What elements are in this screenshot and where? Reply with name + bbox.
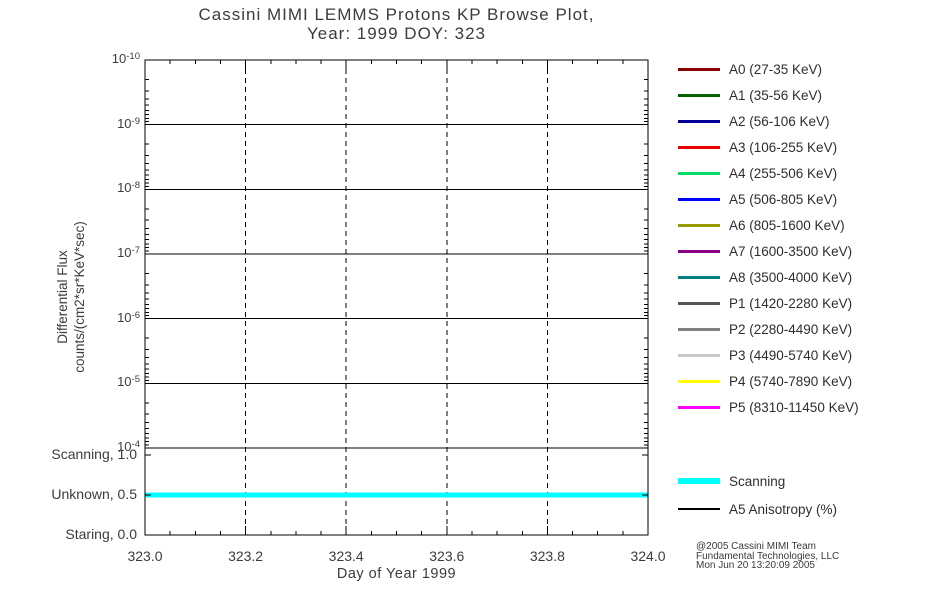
x-tick-label: 324.0: [630, 548, 666, 564]
x-tick-label: 323.0: [127, 548, 163, 564]
y-tick-label: 10-10: [68, 51, 140, 69]
legend-line-swatch: [678, 405, 720, 409]
legend-label: P1 (1420-2280 KeV): [729, 295, 853, 311]
credits: @2005 Cassini MIMI Team Fundamental Tech…: [696, 542, 839, 571]
legend-label: A5 (506-805 KeV): [729, 191, 838, 207]
y-tick-label: 10-9: [68, 116, 140, 134]
y-tick-label: 10-7: [68, 245, 140, 263]
y-tick-exponent: -10: [126, 51, 140, 62]
legend-line-swatch: [678, 223, 720, 227]
legend-label: A1 (35-56 KeV): [729, 87, 823, 103]
y-tick-exponent: -8: [131, 180, 140, 192]
legend-label: A5 Anisotropy (%): [729, 501, 838, 517]
legend-line-swatch: [678, 508, 720, 510]
legend-label: A2 (56-106 KeV): [729, 113, 830, 129]
y-tick-base: 10: [117, 374, 132, 390]
legend-item: A4 (255-506 KeV): [678, 160, 859, 186]
legend-label: P4 (5740-7890 KeV): [729, 373, 853, 389]
legend-label: P2 (2280-4490 KeV): [729, 321, 853, 337]
legend-line-swatch: [678, 249, 720, 253]
legend-item: A5 (506-805 KeV): [678, 186, 859, 212]
x-tick-label: 323.6: [429, 548, 465, 564]
legend-item: Scanning: [678, 467, 837, 495]
y-axis-title-line2: counts/(cm2*sr*KeV*sec): [72, 221, 87, 373]
legend-item: P2 (2280-4490 KeV): [678, 316, 859, 342]
legend-label: Scanning: [729, 473, 786, 489]
x-axis-title: Day of Year 1999: [336, 566, 457, 582]
mode-axis-label: Scanning, 1.0: [51, 446, 137, 462]
legend-label: A4 (255-506 KeV): [729, 165, 838, 181]
legend-line-swatch: [678, 67, 720, 71]
legend-line-swatch: [678, 379, 720, 383]
credits-line1: @2005 Cassini MIMI Team: [696, 541, 817, 552]
mode-axis-label: Unknown, 0.5: [51, 486, 137, 502]
x-tick-label: 323.8: [529, 548, 565, 564]
legend-line-swatch: [678, 301, 720, 305]
mode-legend: Scanning A5 Anisotropy (%): [678, 467, 837, 523]
legend-item: P3 (4490-5740 KeV): [678, 342, 859, 368]
legend-label: A3 (106-255 KeV): [729, 139, 838, 155]
legend-item: P5 (8310-11450 KeV): [678, 394, 859, 420]
legend-line-swatch: [678, 93, 720, 97]
y-tick-label: 10-6: [68, 310, 140, 328]
legend-label: A0 (27-35 KeV): [729, 61, 823, 77]
x-tick-label: 323.4: [328, 548, 364, 564]
legend-line-swatch: [678, 119, 720, 123]
channel-legend: A0 (27-35 KeV) A1 (35-56 KeV) A2 (56-106 K…: [678, 56, 859, 420]
legend-line-swatch: [678, 327, 720, 331]
legend-item: A0 (27-35 KeV): [678, 56, 859, 82]
y-tick-base: 10: [117, 309, 132, 325]
y-tick-exponent: -4: [131, 439, 140, 450]
y-tick-label: 10-5: [68, 374, 140, 392]
legend-item: A8 (3500-4000 KeV): [678, 264, 859, 290]
legend-item: A7 (1600-3500 KeV): [678, 238, 859, 264]
legend-item: A6 (805-1600 KeV): [678, 212, 859, 238]
legend-line-swatch: [678, 478, 720, 484]
legend-label: A8 (3500-4000 KeV): [729, 269, 853, 285]
y-tick-base: 10: [117, 245, 132, 260]
y-tick-exponent: -9: [131, 115, 140, 127]
credits-line3: Mon Jun 20 13:20:09 2005: [696, 560, 815, 571]
legend-item: A3 (106-255 KeV): [678, 134, 859, 160]
plot-title-line2: Year: 1999 DOY: 323: [306, 24, 487, 43]
legend-label: A7 (1600-3500 KeV): [729, 243, 853, 259]
y-axis-title-line1: Differential Flux: [55, 250, 70, 344]
legend-item: A2 (56-106 KeV): [678, 108, 859, 134]
plot-title-line1: Cassini MIMI LEMMS Protons KP Browse Plo…: [198, 5, 595, 24]
legend-label: P5 (8310-11450 KeV): [729, 399, 859, 415]
legend-line-swatch: [678, 171, 720, 175]
legend-item: P1 (1420-2280 KeV): [678, 290, 859, 316]
credits-line2: Fundamental Technologies, LLC: [696, 550, 840, 562]
legend-item: A1 (35-56 KeV): [678, 82, 859, 108]
legend-label: P3 (4490-5740 KeV): [729, 347, 853, 363]
plot-border: [144, 59, 649, 536]
legend-line-swatch: [678, 353, 720, 357]
y-tick-label: 10-8: [68, 180, 140, 198]
legend-line-swatch: [678, 145, 720, 149]
legend-label: A6 (805-1600 KeV): [729, 217, 845, 233]
y-axis-title: Differential Flux counts/(cm2*sr*KeV*sec…: [54, 221, 88, 373]
y-tick-base: 10: [117, 180, 132, 196]
y-tick-label: 10-4: [68, 439, 140, 457]
y-tick-exponent: -5: [131, 374, 140, 386]
legend-line-swatch: [678, 275, 720, 279]
legend-item: A5 Anisotropy (%): [678, 495, 837, 523]
y-tick-exponent: -7: [131, 245, 140, 256]
mode-axis-label: Staring, 0.0: [65, 526, 137, 542]
legend-line-swatch: [678, 197, 720, 201]
y-tick-exponent: -6: [131, 309, 140, 321]
x-tick-label: 323.2: [228, 548, 264, 564]
y-tick-base: 10: [117, 439, 132, 454]
y-tick-base: 10: [111, 51, 127, 66]
y-tick-base: 10: [117, 115, 132, 131]
legend-item: P4 (5740-7890 KeV): [678, 368, 859, 394]
